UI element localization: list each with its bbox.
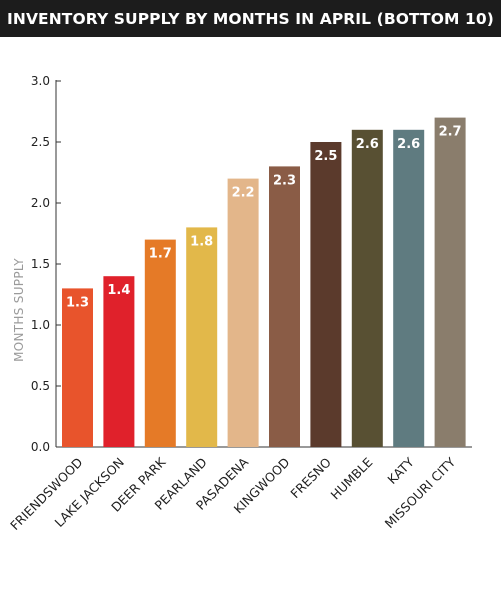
data-label: 2.6 bbox=[397, 137, 420, 152]
title-bar: INVENTORY SUPPLY BY MONTHS IN APRIL (BOT… bbox=[0, 0, 501, 37]
bars bbox=[62, 117, 466, 448]
bar bbox=[434, 117, 466, 447]
bar bbox=[227, 178, 259, 447]
data-label: 1.8 bbox=[190, 234, 213, 249]
category-label: MISSOURI CITY bbox=[382, 454, 459, 531]
y-tick-label: 0.0 bbox=[31, 440, 50, 454]
category-label: KATY bbox=[384, 454, 417, 487]
bar-chart: 0.00.51.01.52.02.53.0 1.3FRIENDSWOOD1.4L… bbox=[7, 74, 472, 534]
data-label: 2.2 bbox=[232, 186, 255, 201]
y-tick-label: 1.0 bbox=[31, 318, 50, 332]
data-label: 2.5 bbox=[314, 149, 337, 164]
category-label: FRIENDSWOOD bbox=[7, 455, 86, 534]
category-label: HUMBLE bbox=[327, 454, 375, 502]
bar bbox=[393, 129, 425, 448]
data-label: 2.6 bbox=[356, 137, 379, 152]
bar bbox=[62, 288, 93, 447]
y-tick-label: 2.5 bbox=[31, 135, 50, 149]
data-label: 1.4 bbox=[107, 283, 130, 298]
data-label: 1.7 bbox=[149, 247, 172, 262]
bar bbox=[103, 276, 135, 447]
y-axis-title: MONTHS SUPPLY bbox=[12, 258, 26, 362]
data-label: 2.3 bbox=[273, 173, 296, 188]
y-tick-label: 2.0 bbox=[31, 196, 50, 210]
y-tick-label: 3.0 bbox=[31, 74, 50, 88]
bar bbox=[144, 239, 176, 447]
bar bbox=[310, 142, 342, 447]
bar bbox=[269, 166, 300, 447]
y-tick-label: 1.5 bbox=[31, 257, 50, 271]
bar bbox=[351, 129, 383, 448]
y-tick-label: 0.5 bbox=[31, 379, 50, 393]
data-label: 2.7 bbox=[439, 125, 462, 140]
bar bbox=[186, 227, 218, 447]
chart-title: INVENTORY SUPPLY BY MONTHS IN APRIL (BOT… bbox=[7, 9, 494, 28]
data-label: 1.3 bbox=[66, 295, 89, 310]
category-label: FRESNO bbox=[287, 454, 334, 501]
